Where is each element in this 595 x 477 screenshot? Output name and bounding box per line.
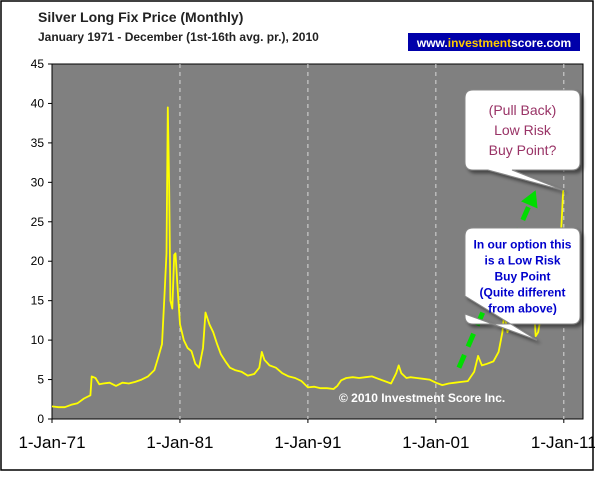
callout-text-line: (Quite different — [480, 285, 566, 299]
x-tick-label: 1-Jan-11 — [531, 433, 595, 452]
website-brand: investment — [448, 36, 511, 50]
callout-text-line: Low Risk — [494, 122, 552, 138]
y-tick-label: 10 — [31, 333, 45, 347]
chart-title: Silver Long Fix Price (Monthly) — [38, 9, 243, 25]
website-prefix: www. — [416, 36, 448, 50]
callout-text-line: In our option this — [474, 237, 572, 251]
callout-text-line: from above) — [488, 301, 557, 315]
svg-text:www.investmentscore.com: www.investmentscore.com — [416, 36, 571, 50]
callout-text-line: Buy Point — [495, 269, 551, 283]
x-axis: 1-Jan-71 1-Jan-81 1-Jan-91 1-Jan-01 1-Jan-11 — [18, 419, 595, 452]
y-tick-label: 20 — [31, 254, 45, 268]
callout-text-line: Buy Point? — [489, 142, 557, 158]
x-tick-label: 1-Jan-71 — [18, 433, 85, 452]
website-badge[interactable]: www.investmentscore.com — [408, 33, 580, 51]
callout-bubble — [464, 89, 581, 191]
y-tick-label: 5 — [37, 373, 44, 387]
y-tick-label: 40 — [31, 96, 45, 110]
y-tick-label: 35 — [31, 136, 45, 150]
trend-arrow-head — [521, 190, 538, 209]
callout-bubble — [464, 227, 581, 341]
callout-1: (Pull Back) Low Risk Buy Point? — [464, 89, 581, 191]
callout-2: In our option this is a Low Risk Buy Point… — [464, 227, 581, 341]
y-tick-label: 0 — [37, 412, 44, 426]
silver-price-series-line — [51, 106, 565, 409]
x-tick-label: 1-Jan-01 — [402, 433, 469, 452]
x-tick-label: 1-Jan-81 — [146, 433, 213, 452]
y-tick-label: 30 — [31, 175, 45, 189]
series-layer — [51, 106, 565, 409]
callouts-layer: (Pull Back) Low Risk Buy Point? In our opti… — [464, 89, 581, 341]
x-tick-label: 1-Jan-91 — [274, 433, 341, 452]
chart-subtitle: January 1971 - December (1st-16th avg. p… — [38, 30, 319, 44]
y-axis: 0 5 10 15 20 25 30 35 40 45 — [31, 57, 52, 426]
copyright-text: © 2010 Investment Score Inc. — [339, 391, 505, 405]
y-tick-label: 45 — [31, 57, 45, 71]
website-suffix: score.com — [511, 36, 571, 50]
y-tick-label: 25 — [31, 215, 45, 229]
y-tick-label: 15 — [31, 294, 45, 308]
callout-text-line: is a Low Risk — [484, 253, 560, 267]
callout-text-line: (Pull Back) — [489, 102, 557, 118]
